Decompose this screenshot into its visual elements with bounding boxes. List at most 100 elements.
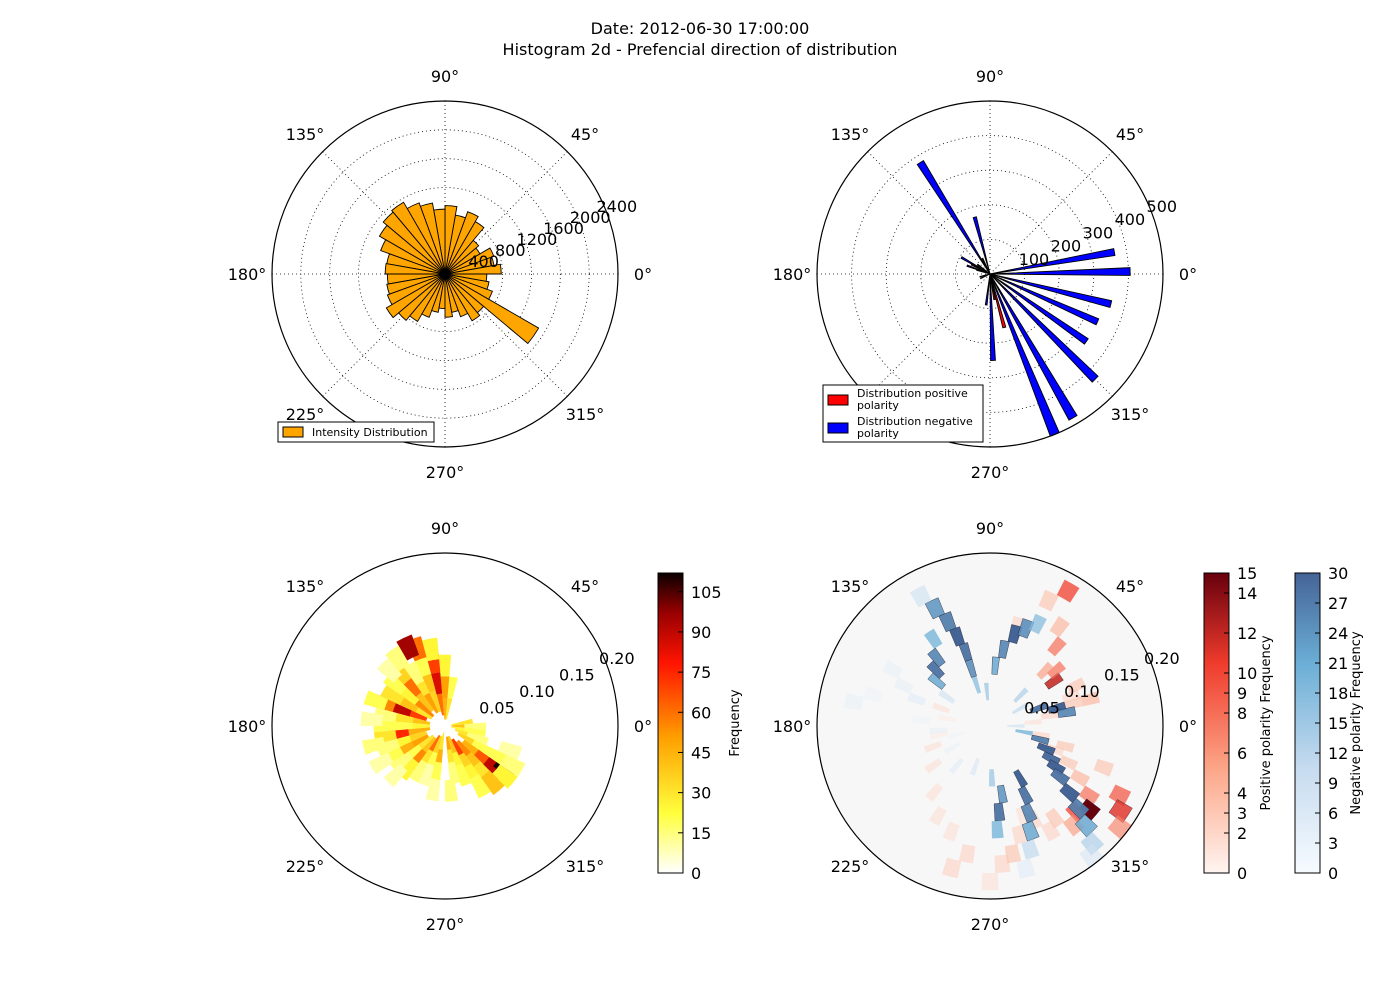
intensity-bar bbox=[444, 247, 495, 275]
negative-polarity-cell bbox=[1080, 831, 1105, 856]
colorbar-tick-label: 3 bbox=[1237, 804, 1247, 823]
positive-polarity-cell bbox=[1078, 785, 1101, 806]
negative-polarity-bar bbox=[989, 273, 1100, 326]
polarity-polar-histogram: 0°45°90°135°180°225°270°315°100200300400… bbox=[773, 67, 1197, 482]
intensity-bar bbox=[444, 273, 540, 345]
colorbar-tick-label: 75 bbox=[691, 663, 711, 682]
negative-polarity-cell bbox=[1074, 814, 1098, 838]
negative-polarity-cell bbox=[1021, 839, 1040, 860]
colorbar-scale bbox=[1203, 572, 1230, 874]
heatmap-cell bbox=[471, 739, 494, 758]
intensity-bar bbox=[378, 224, 446, 275]
heatmap-cell bbox=[422, 637, 440, 662]
radial-tick-label: 0.20 bbox=[599, 649, 635, 668]
colorbar-tick-label: 30 bbox=[1328, 564, 1348, 583]
positive-polarity-cell bbox=[1041, 820, 1061, 842]
angle-tick-label: 90° bbox=[431, 519, 459, 538]
frequency-colorbar: 0 15 30 45 60 75 90 105 Frequency bbox=[657, 572, 743, 883]
polar-frame bbox=[816, 100, 1164, 448]
radial-tick-label: 2400 bbox=[596, 197, 637, 216]
heatmap-cell bbox=[415, 692, 434, 713]
negative-polarity-cell bbox=[1007, 724, 1025, 728]
negative-polarity-bar bbox=[989, 273, 1099, 383]
negative-polarity-cell bbox=[1028, 613, 1047, 635]
heatmap-cell bbox=[480, 770, 505, 796]
angle-tick-label: 135° bbox=[831, 577, 870, 596]
positive-polarity-cell bbox=[942, 821, 960, 842]
colorbar-tick-label: 0 bbox=[691, 864, 701, 883]
angle-tick-label: 225° bbox=[286, 857, 325, 876]
negative-polarity-cell bbox=[909, 584, 932, 608]
negative-polarity-cell bbox=[1013, 687, 1029, 703]
positive-polarity-cell bbox=[941, 857, 962, 879]
polar-frame bbox=[271, 100, 619, 448]
heatmap-cell bbox=[360, 711, 384, 726]
polarity-legend: Distribution positive polarityDistributi… bbox=[822, 384, 984, 443]
heatmap-cell bbox=[390, 721, 413, 731]
negative-polarity-cell bbox=[938, 689, 956, 704]
colorbar-tick-label: 3 bbox=[1328, 834, 1338, 853]
positive-polarity-cell bbox=[938, 714, 957, 722]
negative-polarity-cell bbox=[1021, 820, 1040, 842]
positive-polarity-cell bbox=[925, 782, 944, 802]
angle-tick-label: 270° bbox=[971, 463, 1010, 482]
radial-tick-label: 200 bbox=[1051, 237, 1082, 256]
positive-polarity-cell bbox=[1046, 661, 1066, 680]
negative-polarity-cell bbox=[1036, 742, 1056, 756]
heatmap-cell bbox=[464, 722, 487, 730]
legend-label-cont: polarity bbox=[857, 399, 899, 412]
heatmap-cell bbox=[438, 654, 452, 677]
radial-tick-label: 0.15 bbox=[559, 665, 595, 684]
radial-tick-label: 0.05 bbox=[1024, 698, 1060, 717]
heatmap-cell bbox=[409, 759, 428, 783]
negative-polarity-cell bbox=[863, 685, 884, 703]
positive-polarity-cell bbox=[1036, 661, 1055, 680]
angular-grid-line bbox=[989, 151, 1113, 275]
angle-tick-label: 0° bbox=[634, 717, 652, 736]
negative-polarity-cell bbox=[947, 731, 966, 740]
negative-polarity-cell bbox=[1030, 734, 1050, 745]
intensity-bar bbox=[382, 211, 446, 275]
heatmap-cell bbox=[436, 693, 445, 716]
negative-polarity-bar bbox=[989, 273, 996, 361]
polar-background bbox=[817, 553, 1163, 899]
negative-polarity-cell bbox=[988, 769, 996, 787]
heatmap-cell bbox=[447, 676, 458, 699]
heatmap-cell bbox=[361, 736, 387, 755]
heatmap-cell bbox=[442, 697, 448, 720]
legend-label-cont: polarity bbox=[857, 427, 899, 440]
colorbar-tick-label: 14 bbox=[1237, 584, 1257, 603]
negative-polarity-cell bbox=[929, 727, 948, 735]
heatmap-cell bbox=[391, 712, 414, 724]
radial-tick-label: 0.05 bbox=[479, 698, 515, 717]
radial-tick-label: 100 bbox=[1019, 250, 1050, 269]
colorbar-tick-label: 12 bbox=[1237, 624, 1257, 643]
positive-polarity-bar bbox=[989, 273, 1007, 329]
polar-frame bbox=[271, 552, 619, 900]
angle-tick-label: 135° bbox=[831, 125, 870, 144]
positive-polarity-bar bbox=[981, 257, 991, 275]
heatmap-cell bbox=[414, 700, 435, 718]
radial-tick-label: 400 bbox=[468, 252, 499, 271]
angle-tick-label: 180° bbox=[773, 265, 812, 284]
colorbar-scale bbox=[657, 572, 684, 874]
radial-tick-label: 1600 bbox=[543, 219, 584, 238]
heatmap-cell bbox=[431, 672, 443, 695]
colorbar-tick-label: 4 bbox=[1237, 784, 1247, 803]
legend-swatch bbox=[827, 422, 849, 434]
heatmap-cell bbox=[429, 761, 442, 785]
negative-polarity-cell bbox=[844, 692, 864, 711]
radial-tick-label: 400 bbox=[1115, 210, 1146, 229]
negative-polarity-cell bbox=[993, 802, 1006, 822]
intensity-bar bbox=[431, 273, 446, 313]
positive-polarity-cell bbox=[929, 731, 948, 740]
negative-polarity-cell bbox=[943, 741, 961, 755]
negative-polarity-cell bbox=[1079, 843, 1104, 868]
colorbar-tick-label: 6 bbox=[1237, 744, 1247, 763]
angular-grid-line bbox=[867, 273, 991, 397]
intensity-bar bbox=[444, 273, 488, 282]
negative-polarity-cell bbox=[912, 715, 931, 724]
negative-polarity-cell bbox=[1015, 729, 1033, 736]
colorbar-tick-label: 90 bbox=[691, 623, 711, 642]
